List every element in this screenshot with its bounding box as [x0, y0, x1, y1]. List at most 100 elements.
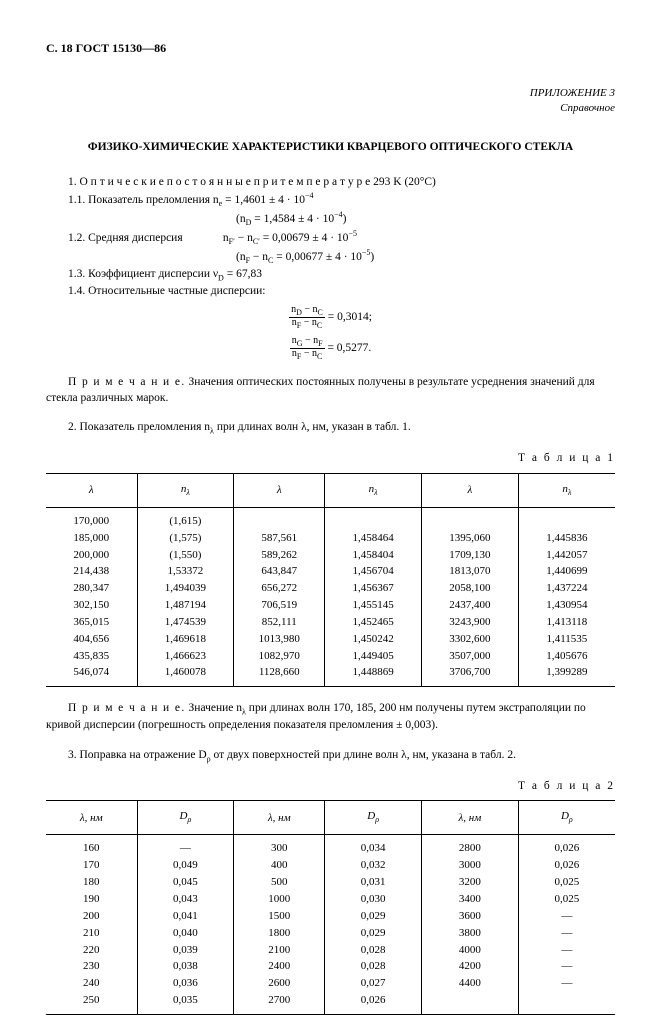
table-cell: 180: [46, 874, 137, 891]
t: − n: [301, 348, 317, 359]
table-cell: [422, 992, 519, 1014]
table-cell: 589,262: [234, 547, 325, 564]
table-row: 2300,03824000,0284200—: [46, 958, 615, 975]
txt: (n: [236, 251, 246, 263]
table-cell: 220: [46, 942, 137, 959]
table-cell: 2400: [234, 958, 325, 975]
frac-2: nG − nF nF − nC = 0,5277.: [46, 336, 615, 361]
table-cell: 1,399289: [518, 664, 615, 686]
table-cell: 302,150: [46, 597, 137, 614]
table-cell: 0,038: [137, 958, 234, 975]
table-cell: 300: [234, 835, 325, 857]
table-cell: 1,437224: [518, 580, 615, 597]
table-cell: 1,458464: [325, 530, 422, 547]
table-cell: 1813,070: [422, 563, 519, 580]
txt: = 67,83: [224, 268, 262, 280]
s: C: [317, 321, 322, 330]
table-cell: 852,111: [234, 614, 325, 631]
table-cell: 0,036: [137, 975, 234, 992]
th: nλ: [325, 473, 422, 507]
txt: = 0,00677 ± 4 · 10: [273, 251, 362, 263]
table-cell: 4000: [422, 942, 519, 959]
table-cell: —: [518, 958, 615, 975]
table-cell: —: [137, 835, 234, 857]
table-row: 170,000(1,615): [46, 507, 615, 529]
table-cell: 404,656: [46, 631, 137, 648]
table-cell: 1800: [234, 925, 325, 942]
table-cell: 2437,400: [422, 597, 519, 614]
txt: (n: [236, 213, 246, 225]
table-cell: 1013,980: [234, 631, 325, 648]
sec2-lead: 2. Показатель преломления nλ при длинах …: [46, 420, 615, 437]
table-cell: 1,455145: [325, 597, 422, 614]
sec1-1: 1.1. Показатель преломления ne = 1,4601 …: [46, 191, 615, 210]
table-row: 2200,03921000,0284000—: [46, 942, 615, 959]
table-cell: 1,442057: [518, 547, 615, 564]
table-cell: 1,460078: [137, 664, 234, 686]
table-row: 302,1501,487194706,5191,4551452437,4001,…: [46, 597, 615, 614]
txt: 1.2. Средняя дисперсия: [68, 232, 183, 244]
table-row: 185,000(1,575)587,5611,4584641395,0601,4…: [46, 530, 615, 547]
table-cell: 0,043: [137, 891, 234, 908]
table-row: 2000,04115000,0293600—: [46, 908, 615, 925]
txt: 1.1. Показатель преломления n: [68, 194, 219, 206]
table-cell: 3400: [422, 891, 519, 908]
val: = 0,3014;: [328, 311, 372, 323]
table-row: 2500,03527000,026: [46, 992, 615, 1014]
table-cell: 0,027: [325, 975, 422, 992]
table-cell: 435,835: [46, 648, 137, 665]
table-header-row: λ nλ λ nλ λ nλ: [46, 473, 615, 507]
table-cell: [234, 507, 325, 529]
table-cell: 0,025: [518, 874, 615, 891]
table-cell: 1,445836: [518, 530, 615, 547]
sup: −5: [348, 229, 357, 238]
note-2: П р и м е ч а н и е. Значение nλ при дли…: [46, 701, 615, 734]
table-cell: 0,035: [137, 992, 234, 1014]
table-row: 546,0741,4600781128,6601,4488693706,7001…: [46, 664, 615, 686]
frac-1: nD − nC nF − nC = 0,3014;: [46, 305, 615, 330]
table-cell: 1,430954: [518, 597, 615, 614]
table-cell: 1395,060: [422, 530, 519, 547]
table-cell: 0,029: [325, 908, 422, 925]
txt: = 1,4601 ± 4 · 10: [222, 194, 305, 206]
table-cell: 4400: [422, 975, 519, 992]
table-cell: 0,034: [325, 835, 422, 857]
table-cell: 200: [46, 908, 137, 925]
table-cell: 1,494039: [137, 580, 234, 597]
eq-1-1b: (nD = 1,4584 ± 4 · 10−4): [236, 210, 615, 229]
table-cell: 1500: [234, 908, 325, 925]
table-cell: 250: [46, 992, 137, 1014]
txt: 1.3. Коэффициент дисперсии ν: [68, 268, 218, 280]
table-row: 1700,0494000,03230000,026: [46, 857, 615, 874]
note-label: П р и м е ч а н и е.: [68, 702, 186, 714]
sec3-lead: 3. Поправка на отражение Dρ от двух пове…: [46, 748, 615, 765]
txt: ): [343, 213, 347, 225]
txt: = 1,4584 ± 4 · 10: [251, 213, 334, 225]
table-cell: —: [518, 942, 615, 959]
table-row: 2100,04018000,0293800—: [46, 925, 615, 942]
table-cell: 170,000: [46, 507, 137, 529]
txt: = 0,00679 ± 4 · 10: [260, 232, 349, 244]
table-row: 280,3471,494039656,2721,4563672058,1001,…: [46, 580, 615, 597]
table-row: 435,8351,4666231082,9701,4494053507,0001…: [46, 648, 615, 665]
th: nλ: [137, 473, 234, 507]
table-cell: 3000: [422, 857, 519, 874]
sec1-4: 1.4. Относительные частные дисперсии:: [46, 284, 615, 300]
th: Dρ: [518, 801, 615, 835]
table-cell: 1,458404: [325, 547, 422, 564]
table-cell: 1709,130: [422, 547, 519, 564]
table-cell: 240: [46, 975, 137, 992]
note-label: П р и м е ч а н и е.: [68, 376, 186, 388]
table-cell: 0,028: [325, 942, 422, 959]
table-cell: 214,438: [46, 563, 137, 580]
th: nλ: [518, 473, 615, 507]
table-cell: (1,550): [137, 547, 234, 564]
table-cell: 4200: [422, 958, 519, 975]
table-cell: 190: [46, 891, 137, 908]
table-cell: 3600: [422, 908, 519, 925]
sec1-line1: 1. О п т и ч е с к и е п о с т о я н н ы…: [46, 175, 615, 191]
table-cell: 1,466623: [137, 648, 234, 665]
txt: − n: [235, 232, 253, 244]
th: λ, нм: [422, 801, 519, 835]
table-row: 365,0151,474539852,1111,4524653243,9001,…: [46, 614, 615, 631]
